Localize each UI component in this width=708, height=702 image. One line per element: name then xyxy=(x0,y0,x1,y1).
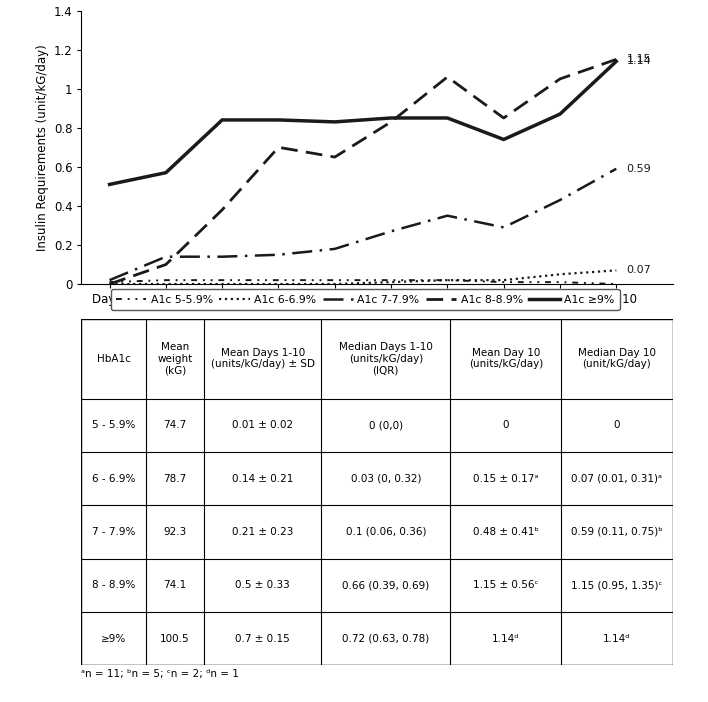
Text: 0.48 ± 0.41ᵇ: 0.48 ± 0.41ᵇ xyxy=(473,527,539,537)
Text: 0.07 (0.01, 0.31)ᵃ: 0.07 (0.01, 0.31)ᵃ xyxy=(571,474,663,484)
Text: 0.14 ± 0.21: 0.14 ± 0.21 xyxy=(232,474,294,484)
Text: 1.14: 1.14 xyxy=(627,56,651,66)
Text: 1.14ᵈ: 1.14ᵈ xyxy=(603,633,631,644)
Text: 0.72 (0.63, 0.78): 0.72 (0.63, 0.78) xyxy=(342,633,430,644)
Text: Mean Day 10
(units/kG/day): Mean Day 10 (units/kG/day) xyxy=(469,348,543,369)
Text: 0.01 ± 0.02: 0.01 ± 0.02 xyxy=(232,420,293,430)
Text: Mean
weight
(kG): Mean weight (kG) xyxy=(157,342,193,376)
Y-axis label: Insulin Requirements (unit/kG/day): Insulin Requirements (unit/kG/day) xyxy=(37,44,50,251)
Text: 0.7 ± 0.15: 0.7 ± 0.15 xyxy=(236,633,290,644)
Text: 92.3: 92.3 xyxy=(164,527,187,537)
Text: HbA1c: HbA1c xyxy=(97,354,130,364)
Text: 1.15 ± 0.56ᶜ: 1.15 ± 0.56ᶜ xyxy=(473,581,539,590)
Text: 1.15: 1.15 xyxy=(627,54,651,65)
Text: 100.5: 100.5 xyxy=(160,633,190,644)
Text: Mean Days 1-10
(units/kG/day) ± SD: Mean Days 1-10 (units/kG/day) ± SD xyxy=(211,348,315,369)
Text: 1.14ᵈ: 1.14ᵈ xyxy=(492,633,520,644)
Text: 74.1: 74.1 xyxy=(164,581,187,590)
Text: Median Day 10
(unit/kG/day): Median Day 10 (unit/kG/day) xyxy=(578,348,656,369)
Text: 0.59 (0.11, 0.75)ᵇ: 0.59 (0.11, 0.75)ᵇ xyxy=(571,527,663,537)
Text: 0.59: 0.59 xyxy=(627,164,651,174)
Text: ᵃn = 11; ᵇn = 5; ᶜn = 2; ᵈn = 1: ᵃn = 11; ᵇn = 5; ᶜn = 2; ᵈn = 1 xyxy=(81,668,239,679)
Legend: A1c 5-5.9%, A1c 6-6.9%, A1c 7-7.9%, A1c 8-8.9%, A1c ≥9%: A1c 5-5.9%, A1c 6-6.9%, A1c 7-7.9%, A1c … xyxy=(110,289,620,310)
Text: Median Days 1-10
(units/kG/day)
(IQR): Median Days 1-10 (units/kG/day) (IQR) xyxy=(339,342,433,376)
Text: 8 - 8.9%: 8 - 8.9% xyxy=(92,581,135,590)
Text: 0: 0 xyxy=(614,420,620,430)
Text: 7 - 7.9%: 7 - 7.9% xyxy=(92,527,135,537)
Text: 0.07: 0.07 xyxy=(627,265,651,275)
Text: 0: 0 xyxy=(503,420,509,430)
Text: 0 (0,0): 0 (0,0) xyxy=(369,420,403,430)
Text: 0.21 ± 0.23: 0.21 ± 0.23 xyxy=(232,527,294,537)
Text: 1.15 (0.95, 1.35)ᶜ: 1.15 (0.95, 1.35)ᶜ xyxy=(571,581,663,590)
Text: 74.7: 74.7 xyxy=(164,420,187,430)
Text: ≥9%: ≥9% xyxy=(101,633,126,644)
Text: 0.66 (0.39, 0.69): 0.66 (0.39, 0.69) xyxy=(342,581,430,590)
Text: 0.1 (0.06, 0.36): 0.1 (0.06, 0.36) xyxy=(346,527,426,537)
Text: 6 - 6.9%: 6 - 6.9% xyxy=(92,474,135,484)
Text: 0.15 ± 0.17ᵃ: 0.15 ± 0.17ᵃ xyxy=(473,474,539,484)
Text: 0.03 (0, 0.32): 0.03 (0, 0.32) xyxy=(350,474,421,484)
Text: 78.7: 78.7 xyxy=(164,474,187,484)
Text: 5 - 5.9%: 5 - 5.9% xyxy=(92,420,135,430)
Text: 0.5 ± 0.33: 0.5 ± 0.33 xyxy=(236,581,290,590)
